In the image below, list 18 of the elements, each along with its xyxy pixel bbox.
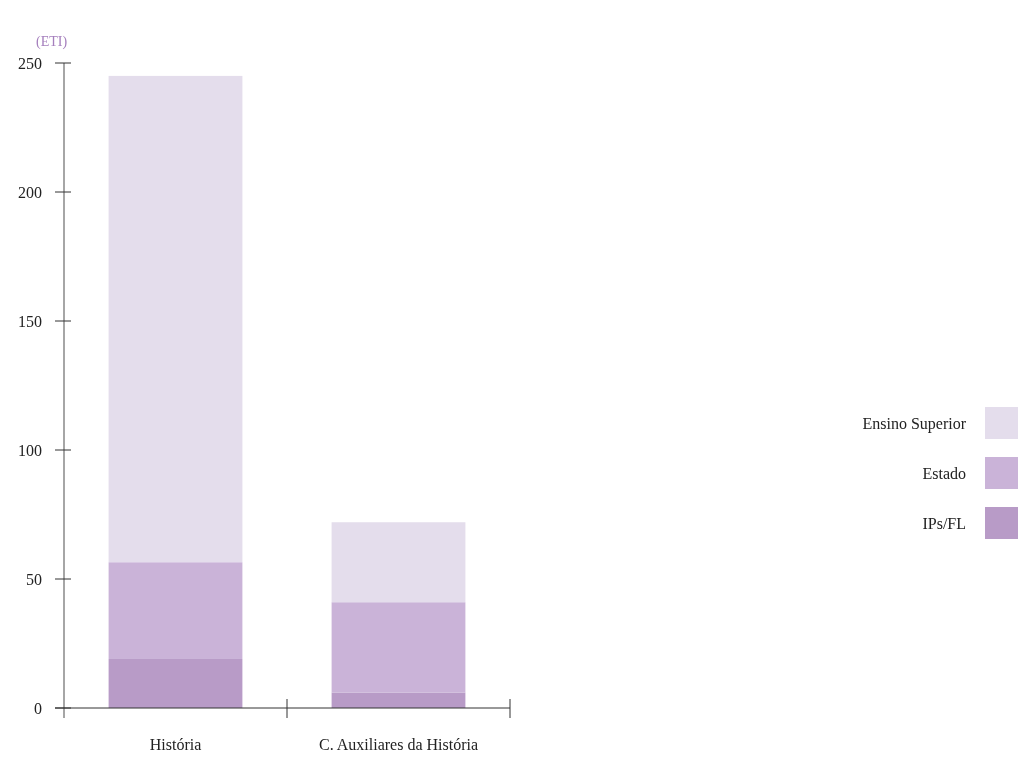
- y-axis-title: (ETI): [36, 34, 68, 50]
- x-tick-label: História: [149, 736, 202, 753]
- bar: [108, 658, 243, 708]
- y-tick-label: 250: [18, 54, 42, 72]
- legend-label: IPs/FL: [922, 514, 966, 532]
- x-tick-label: C. Auxiliares da História: [318, 736, 479, 753]
- bar: [331, 602, 466, 693]
- legend-label: Estado: [922, 464, 966, 482]
- y-tick-label: 0: [34, 699, 42, 717]
- y-tick-label: 200: [18, 183, 42, 201]
- bar: [108, 562, 243, 659]
- bar: [108, 75, 243, 563]
- y-tick-label: 50: [26, 570, 42, 588]
- legend-label: Ensino Superior: [862, 414, 967, 433]
- y-tick-label: 150: [18, 312, 42, 330]
- bar: [331, 692, 466, 708]
- y-tick-label: 100: [18, 441, 42, 459]
- bar: [331, 522, 466, 603]
